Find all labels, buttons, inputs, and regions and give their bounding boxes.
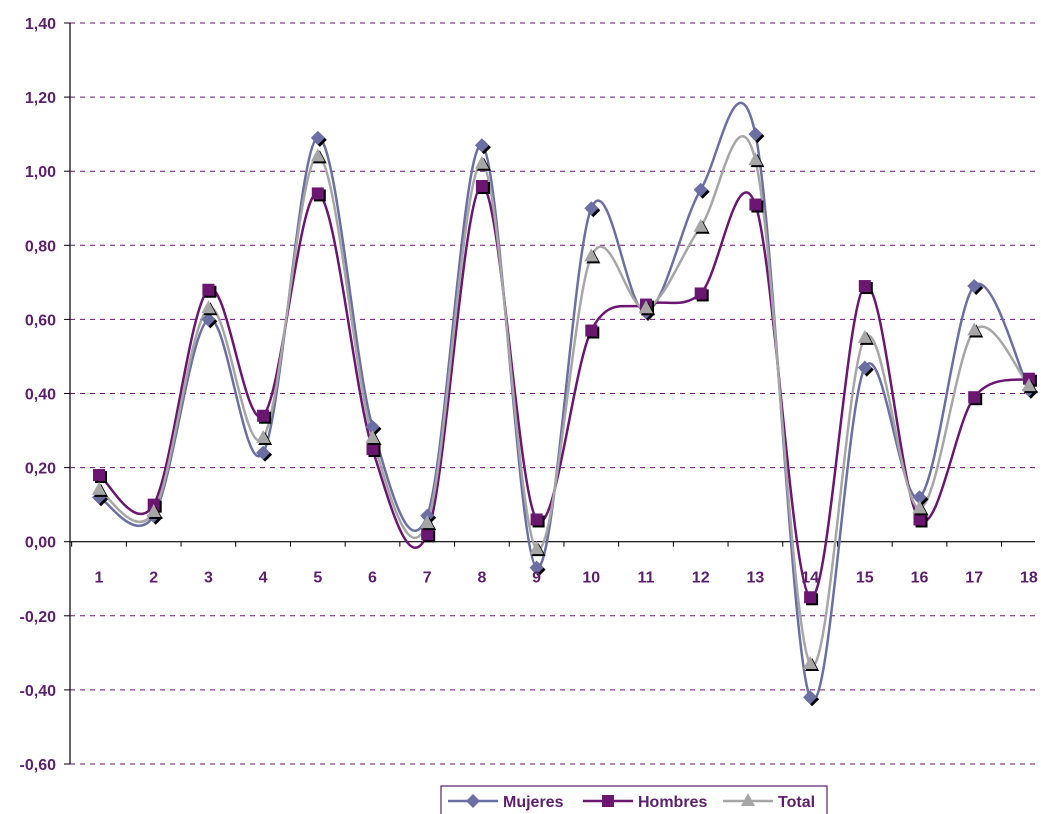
y-tick-labels: 1,40 1,20 1,00 0,80 0,60 0,40 0,20 0,00 -0,20 -0,… xyxy=(20,16,57,774)
data-point-hombres xyxy=(257,409,272,424)
data-point-total xyxy=(365,429,382,445)
axes xyxy=(64,22,1035,765)
data-point-mujeres xyxy=(748,127,765,144)
data-point-hombres xyxy=(858,280,873,295)
y-tick-label: 1,40 xyxy=(25,16,56,33)
x-tick-label: 10 xyxy=(582,570,600,587)
data-point-mujeres xyxy=(256,445,273,462)
data-point-mujeres xyxy=(584,201,601,218)
data-point-total xyxy=(912,500,929,516)
legend-entry-total: Total xyxy=(723,793,815,811)
data-point-total xyxy=(474,155,491,171)
x-tick-label: 13 xyxy=(747,570,765,587)
x-tick-label: 2 xyxy=(149,570,158,587)
gridlines xyxy=(70,22,1035,765)
x-tick-label: 12 xyxy=(692,570,710,587)
y-tick-label: -0,40 xyxy=(20,683,57,700)
data-point-hombres xyxy=(694,287,709,302)
data-point-hombres xyxy=(913,513,928,528)
y-tick-label: 0,40 xyxy=(25,387,56,404)
y-tick-label: 0,00 xyxy=(25,535,56,552)
x-tick-label: 4 xyxy=(259,570,268,587)
data-point-mujeres xyxy=(857,360,874,377)
data-point-mujeres xyxy=(365,419,382,436)
y-tick-label: 1,20 xyxy=(25,90,56,107)
data-point-total xyxy=(967,322,984,338)
y-tick-label: 0,60 xyxy=(25,312,56,329)
data-point-hombres xyxy=(366,443,381,458)
data-point-hombres xyxy=(749,198,764,213)
data-point-hombres xyxy=(530,513,545,528)
y-tick-label: 0,80 xyxy=(25,238,56,255)
legend-entry-hombres: Hombres xyxy=(583,794,707,811)
y-tick-label: -0,20 xyxy=(20,609,57,626)
x-tick-label: 18 xyxy=(1020,570,1038,587)
x-tick-label: 1 xyxy=(95,570,104,587)
data-point-total xyxy=(857,329,874,345)
legend-label: Total xyxy=(778,794,815,811)
data-point-mujeres xyxy=(803,690,820,707)
y-tick-label: 0,20 xyxy=(25,461,56,478)
data-point-hombres xyxy=(311,187,326,202)
data-point-mujeres xyxy=(529,560,546,577)
x-tick-label: 16 xyxy=(911,570,929,587)
data-point-total xyxy=(310,148,327,164)
data-point-total xyxy=(693,218,710,234)
data-point-mujeres xyxy=(967,279,984,296)
data-point-total xyxy=(1021,378,1038,394)
data-point-hombres xyxy=(475,180,490,195)
series-line-total xyxy=(98,135,1030,668)
data-point-mujeres xyxy=(693,182,710,199)
legend-swatch-marker xyxy=(466,794,480,808)
data-point-total xyxy=(803,655,820,671)
x-tick-label: 15 xyxy=(856,570,874,587)
x-tick-label: 17 xyxy=(965,570,983,587)
data-point-hombres xyxy=(93,469,107,484)
x-tick-label: 7 xyxy=(423,570,432,587)
data-point-hombres xyxy=(968,391,983,406)
data-point-total xyxy=(201,300,218,316)
data-point-hombres xyxy=(585,324,600,339)
data-point-mujeres xyxy=(201,312,218,329)
legend-entry-mujeres: Mujeres xyxy=(448,794,564,811)
x-tick-labels: 1 2 3 4 5 6 7 8 9 10 11 12 13 14 15 16 17 18 xyxy=(95,570,1038,587)
legend: Mujeres Hombres Total xyxy=(440,785,828,814)
data-point-mujeres xyxy=(310,130,327,147)
data-point-total xyxy=(748,152,765,168)
x-tick-label: 14 xyxy=(801,570,819,587)
data-point-hombres xyxy=(804,591,819,606)
y-tick-label: 1,00 xyxy=(25,164,56,181)
x-tick-label: 9 xyxy=(532,570,541,587)
data-point-total xyxy=(639,300,655,316)
data-point-total xyxy=(92,481,108,497)
data-point-mujeres xyxy=(912,490,929,507)
x-tick-label: 3 xyxy=(204,570,213,587)
legend-swatch-marker xyxy=(602,795,614,807)
x-tick-label: 8 xyxy=(477,570,486,587)
data-point-hombres xyxy=(421,528,436,543)
legend-swatch-marker xyxy=(741,793,755,806)
legend-label: Hombres xyxy=(638,794,707,811)
data-point-total xyxy=(256,429,273,445)
series-group xyxy=(92,101,1038,707)
legend-label: Mujeres xyxy=(503,794,564,811)
data-point-total xyxy=(146,504,163,520)
x-tick-label: 11 xyxy=(638,570,655,587)
data-point-total xyxy=(420,515,437,531)
y-tick-label: -0,60 xyxy=(20,757,57,774)
data-point-total xyxy=(584,248,601,264)
x-tick-label: 5 xyxy=(313,570,322,587)
x-tick-label: 6 xyxy=(368,570,377,587)
data-point-total xyxy=(529,541,546,557)
data-point-mujeres xyxy=(474,138,491,155)
data-point-hombres xyxy=(202,283,217,298)
